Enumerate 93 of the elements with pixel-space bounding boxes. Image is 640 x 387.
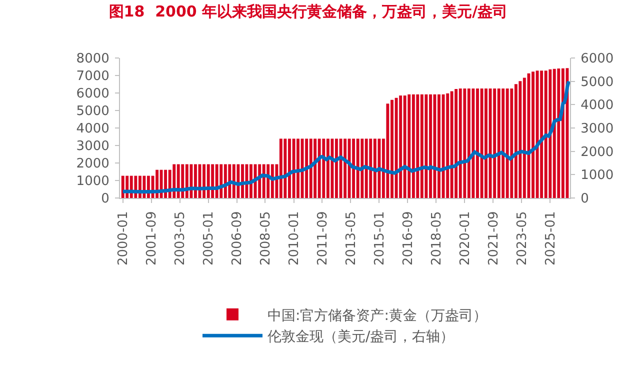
x-tick-label: 2025-01 xyxy=(543,211,558,266)
legend-label: 伦敦金现（美元/盎司，右轴） xyxy=(268,329,454,346)
bar xyxy=(424,94,428,198)
chart-title: 图18 2000 年以来我国央行黄金储备，万盎司，美元/盎司 xyxy=(108,2,508,20)
bar xyxy=(334,138,338,198)
bar xyxy=(540,70,544,198)
bar xyxy=(458,88,462,198)
x-tick-label: 2011-09 xyxy=(315,211,330,266)
x-tick-label: 2020-01 xyxy=(458,211,473,266)
bar xyxy=(352,138,356,198)
bar xyxy=(518,81,522,198)
bar xyxy=(450,91,454,198)
y-tick-label: 3000 xyxy=(76,139,110,154)
bar xyxy=(522,78,526,198)
bar xyxy=(506,88,509,198)
bar xyxy=(416,94,420,198)
bar xyxy=(296,138,300,198)
bar xyxy=(552,68,556,198)
bar xyxy=(121,176,124,198)
x-tick-label: 2008-05 xyxy=(258,211,274,266)
line-series xyxy=(121,80,570,194)
bar xyxy=(399,95,402,198)
x-tick-label: 2000-01 xyxy=(116,211,132,266)
y-tick-label: 6000 xyxy=(76,86,110,102)
y2-tick-label: 5000 xyxy=(580,74,614,90)
y-tick-label: 8000 xyxy=(76,52,110,67)
x-tick-label: 2005-01 xyxy=(202,211,217,266)
bar xyxy=(322,138,326,198)
y2-tick-label: 3000 xyxy=(580,122,614,137)
bar xyxy=(403,95,406,198)
y2-tick-label: 6000 xyxy=(580,52,614,67)
x-tick-label: 2015-01 xyxy=(372,211,388,266)
bar xyxy=(309,138,312,198)
bar xyxy=(369,138,372,198)
x-tick-label: 2006-09 xyxy=(230,211,246,266)
y-tick-label: 2000 xyxy=(76,156,110,172)
y2-tick-label: 0 xyxy=(580,192,589,207)
y2-tick-label: 2000 xyxy=(580,144,614,160)
y2-tick-label: 1000 xyxy=(580,168,614,184)
y-tick-label: 4000 xyxy=(76,122,110,137)
bar xyxy=(292,138,296,198)
bar xyxy=(472,88,475,198)
bar xyxy=(412,94,415,198)
bar xyxy=(467,88,470,198)
bar xyxy=(176,164,180,198)
bar xyxy=(364,138,368,198)
bar xyxy=(314,138,317,198)
bar xyxy=(514,84,518,198)
y-tick-label: 5000 xyxy=(76,104,110,120)
bar xyxy=(318,138,321,198)
x-tick-label: 2003-05 xyxy=(172,211,188,266)
bar xyxy=(394,98,398,198)
bar xyxy=(548,69,552,198)
bar xyxy=(484,88,488,198)
x-tick-label: 2021-09 xyxy=(486,211,502,266)
bar xyxy=(262,164,266,198)
bar xyxy=(536,70,539,198)
bar xyxy=(326,138,330,198)
bar xyxy=(446,93,450,198)
x-tick-label: 2001-09 xyxy=(144,211,160,266)
bar xyxy=(557,68,560,198)
bar xyxy=(373,138,376,198)
bar xyxy=(493,88,496,198)
bar xyxy=(497,88,500,198)
bar xyxy=(284,138,287,198)
bar xyxy=(532,72,535,198)
bar xyxy=(344,138,347,198)
bar xyxy=(463,88,466,198)
bar xyxy=(502,88,505,198)
bar xyxy=(279,138,282,198)
y-tick-label: 7000 xyxy=(76,69,110,84)
y2-tick-label: 4000 xyxy=(580,98,614,114)
x-tick-label: 2023-05 xyxy=(514,211,530,266)
bar xyxy=(330,138,334,198)
legend-label: 中国:官方储备资产:黄金（万盎司） xyxy=(268,308,487,324)
bar xyxy=(510,88,514,198)
x-tick-label: 2018-05 xyxy=(429,211,444,266)
x-tick-label: 2010-01 xyxy=(287,211,302,266)
bar xyxy=(454,88,458,198)
bar xyxy=(442,94,445,198)
bar xyxy=(420,94,424,198)
bar xyxy=(360,138,364,198)
bar xyxy=(480,88,484,198)
bar xyxy=(408,94,411,198)
bar xyxy=(544,70,548,198)
x-tick-label: 2013-05 xyxy=(344,211,359,266)
bar xyxy=(356,138,360,198)
y-tick-label: 1000 xyxy=(76,174,110,190)
bar xyxy=(386,104,390,198)
bar xyxy=(305,138,308,198)
y-tick-label: 0 xyxy=(101,192,110,207)
x-tick-label: 2016-09 xyxy=(400,211,416,266)
bar xyxy=(348,138,351,198)
